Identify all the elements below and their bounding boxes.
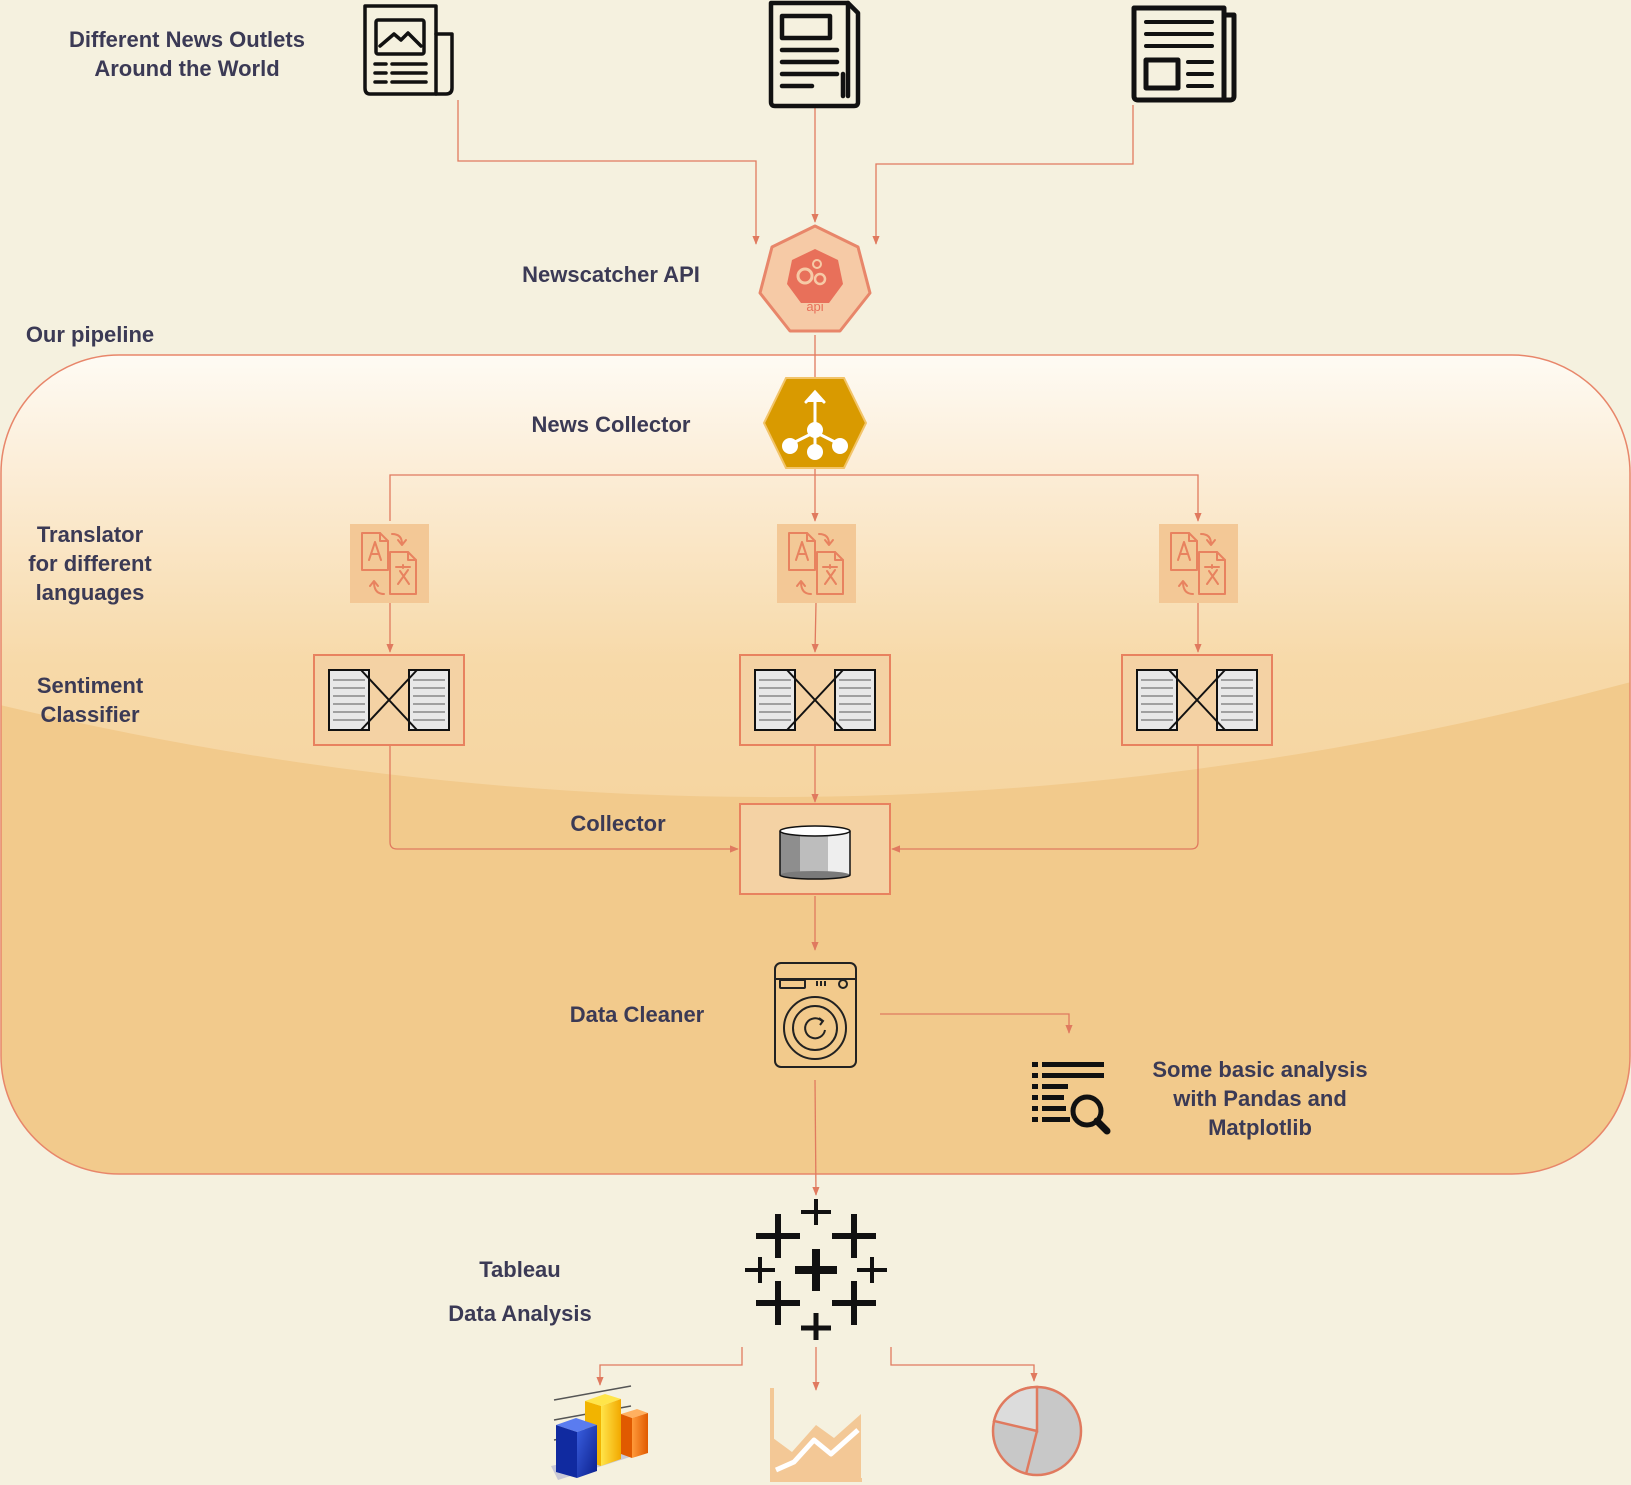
translator-label: Translator for different languages (8, 520, 172, 607)
connectors (386, 100, 1202, 1391)
news-collector-label: News Collector (531, 412, 691, 437)
area-chart-icon (770, 1388, 862, 1482)
news-outlet-2-icon (768, 0, 861, 109)
news-outlet-3-icon (1131, 5, 1237, 103)
sentiment-classifier-icon-2 (739, 654, 891, 746)
data-analysis-label: Data Analysis (448, 1301, 592, 1326)
sentiment-label-line2: Classifier (40, 702, 140, 727)
data-cleaner-label: Data Cleaner (569, 1002, 705, 1027)
bar-chart-icon (551, 1385, 648, 1480)
tableau-label: Tableau (479, 1257, 561, 1282)
pipeline-label: Our pipeline (25, 322, 155, 347)
news-collector-icon (762, 377, 868, 469)
translator-label-line3: languages (35, 580, 145, 605)
translator-icon-2 (777, 524, 856, 603)
svg-text:api: api (806, 299, 823, 314)
sentiment-classifier-icon-3 (1121, 654, 1273, 746)
translator-label-line1: Translator (36, 522, 144, 547)
api-gear-icon: api (758, 224, 872, 333)
analysis-label: Some basic analysis with Pandas and Matp… (1128, 1055, 1392, 1142)
sentiment-classifier-label: Sentiment Classifier (10, 671, 170, 729)
pie-chart-icon (991, 1385, 1083, 1477)
translator-icon-1 (350, 524, 429, 603)
newscatcher-api-label: Newscatcher API (522, 262, 700, 287)
news-outlets-label: Different News Outlets Around the World (48, 25, 326, 83)
sentiment-label-line1: Sentiment (36, 673, 144, 698)
tableau-logo-icon (745, 1199, 887, 1340)
analysis-search-icon (1032, 1062, 1111, 1135)
sentiment-classifier-icon-1 (313, 654, 465, 746)
analysis-label-line1: Some basic analysis (1152, 1057, 1368, 1082)
collector-label: Collector (570, 811, 666, 836)
analysis-label-line3: Matplotlib (1208, 1115, 1312, 1140)
news-outlets-label-line1: Different News Outlets (69, 27, 305, 52)
washing-machine-icon (774, 962, 857, 1068)
news-outlets-label-line2: Around the World (94, 56, 280, 81)
translator-label-line2: for different (28, 551, 152, 576)
database-icon (739, 803, 891, 895)
news-outlet-1-icon (363, 4, 454, 96)
translator-icon-3 (1159, 524, 1238, 603)
analysis-label-line2: with Pandas and (1173, 1086, 1347, 1111)
